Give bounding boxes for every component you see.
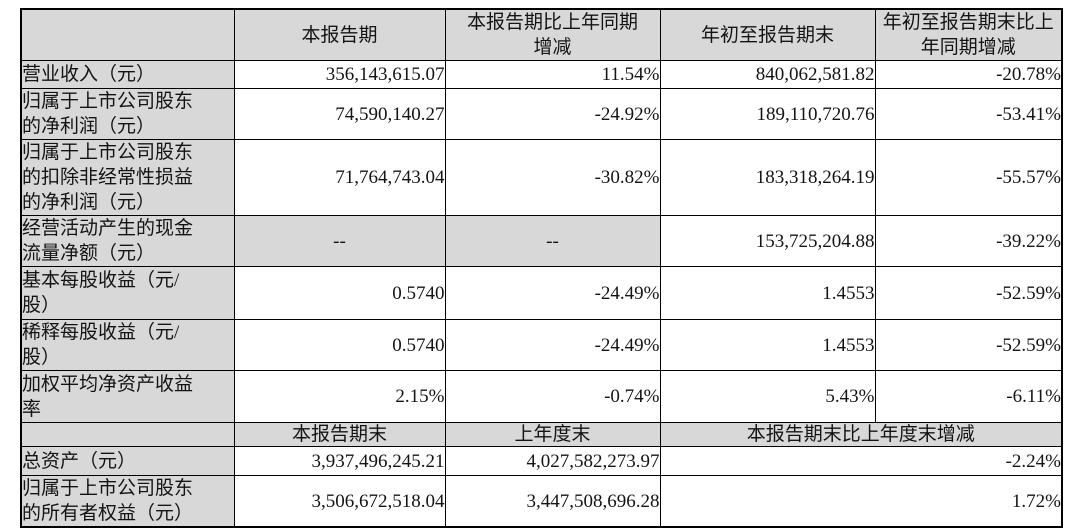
value-ytd: 5.43% [659,370,876,423]
value-prev-year-end: 4,027,582,273.97 [444,446,661,476]
value-period-change: -24.49% [444,266,661,320]
value-period-change: 11.54% [444,60,661,89]
col-header-ytd: 年初至报告期末 [659,8,876,61]
value-ytd: 840,062,581.82 [659,60,876,89]
row-label: 营业收入（元） [20,60,235,89]
row-label: 稀释每股收益（元/ 股） [20,319,235,371]
table-row: 稀释每股收益（元/ 股） 0.5740 -24.49% 1.4553 -52.5… [20,319,1063,371]
value-current-period: 0.5740 [233,266,446,320]
value-ytd: 153,725,204.88 [659,215,876,267]
table-row: 归属于上市公司股东 的扣除非经常性损益 的净利润（元） 71,764,743.0… [20,139,1063,216]
value-current-period: 0.5740 [233,319,446,371]
value-period-change: -24.49% [444,319,661,371]
row-label: 基本每股收益（元/ 股） [20,266,235,320]
col-header-period-end: 本报告期末 [233,422,446,447]
value-current-period: 74,590,140.27 [233,88,446,140]
col-header-period-change: 本报告期比上年同期 增减 [444,8,661,61]
table-row: 归属于上市公司股东 的净利润（元） 74,590,140.27 -24.92% … [20,88,1063,140]
value-ytd: 183,318,264.19 [659,139,876,216]
col-header-period-end-change: 本报告期末比上年度末增减 [659,422,1063,447]
table-row: 经营活动产生的现金 流量净额（元） -- -- 153,725,204.88 -… [20,215,1063,267]
value-ytd: 1.4553 [659,266,876,320]
corner-empty-cell [20,8,235,61]
table-row: 总资产（元） 3,937,496,245.21 4,027,582,273.97… [20,446,1063,476]
value-ytd-change: -52.59% [874,319,1063,371]
value-ytd-change: -20.78% [874,60,1063,89]
table-row: 归属于上市公司股东 的所有者权益（元） 3,506,672,518.04 3,4… [20,475,1063,528]
value-period-change: -0.74% [444,370,661,423]
value-prev-year-end: 3,447,508,696.28 [444,475,661,528]
value-ytd-change: -53.41% [874,88,1063,140]
value-period-change: -- [444,215,661,267]
value-current-period: 71,764,743.04 [233,139,446,216]
subheader-empty-cell [20,422,235,447]
table-row: 营业收入（元） 356,143,615.07 11.54% 840,062,58… [20,60,1063,89]
value-period-end: 3,937,496,245.21 [233,446,446,476]
row-label: 归属于上市公司股东 的所有者权益（元） [20,475,235,528]
value-period-end: 3,506,672,518.04 [233,475,446,528]
subheader-row: 本报告期末 上年度末 本报告期末比上年度末增减 [20,422,1063,447]
value-ytd: 189,110,720.76 [659,88,876,140]
row-label: 总资产（元） [20,446,235,476]
value-ytd-change: -52.59% [874,266,1063,320]
col-header-ytd-change: 年初至报告期末比上 年同期增减 [874,8,1063,61]
value-period-change: -30.82% [444,139,661,216]
row-label: 归属于上市公司股东 的净利润（元） [20,88,235,140]
table-row: 基本每股收益（元/ 股） 0.5740 -24.49% 1.4553 -52.5… [20,266,1063,320]
col-header-current-period: 本报告期 [233,8,446,61]
value-current-period: -- [233,215,446,267]
row-label: 加权平均净资产收益 率 [20,370,235,423]
value-current-period: 2.15% [233,370,446,423]
value-period-end-change: -2.24% [659,446,1063,476]
key-financials-table: 本报告期 本报告期比上年同期 增减 年初至报告期末 年初至报告期末比上 年同期增… [20,8,1063,528]
value-ytd-change: -6.11% [874,370,1063,423]
value-period-change: -24.92% [444,88,661,140]
table-row: 加权平均净资产收益 率 2.15% -0.74% 5.43% -6.11% [20,370,1063,423]
row-label: 经营活动产生的现金 流量净额（元） [20,215,235,267]
value-ytd: 1.4553 [659,319,876,371]
value-period-end-change: 1.72% [659,475,1063,528]
row-label: 归属于上市公司股东 的扣除非经常性损益 的净利润（元） [20,139,235,216]
value-ytd-change: -55.57% [874,139,1063,216]
col-header-prev-year-end: 上年度末 [444,422,661,447]
value-ytd-change: -39.22% [874,215,1063,267]
value-current-period: 356,143,615.07 [233,60,446,89]
